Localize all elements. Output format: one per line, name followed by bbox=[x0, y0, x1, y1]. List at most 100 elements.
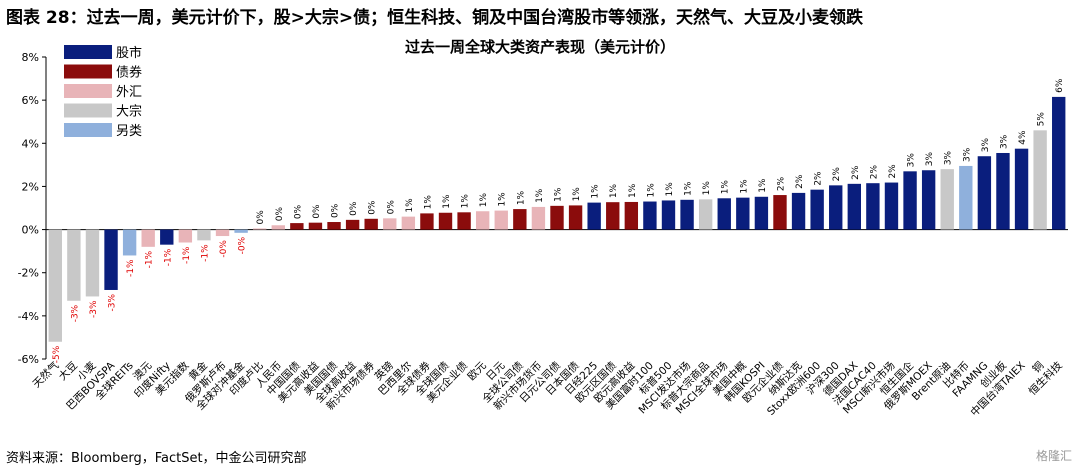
bars bbox=[48, 96, 1066, 342]
data-label: 3% bbox=[962, 147, 972, 162]
data-label: 1% bbox=[423, 195, 433, 210]
bar bbox=[977, 156, 992, 230]
data-label: 0% bbox=[349, 201, 359, 216]
data-label: 2% bbox=[795, 174, 805, 189]
bar bbox=[215, 229, 230, 237]
bar bbox=[866, 183, 880, 230]
y-tick-label: 4% bbox=[22, 137, 39, 150]
bar bbox=[234, 229, 248, 233]
data-label: 1% bbox=[405, 198, 415, 213]
data-label: 0% bbox=[368, 200, 378, 215]
data-label: -1% bbox=[126, 259, 136, 277]
data-label: 2% bbox=[851, 165, 861, 180]
data-label: 5% bbox=[1037, 112, 1047, 127]
bar bbox=[383, 218, 397, 230]
data-label: 1% bbox=[572, 187, 582, 202]
data-label: 1% bbox=[554, 187, 564, 202]
legend-label: 外汇 bbox=[116, 85, 142, 100]
bar bbox=[829, 185, 843, 230]
watermark: 格隆汇 bbox=[1035, 449, 1072, 463]
data-label: 0% bbox=[331, 203, 341, 218]
data-label: 2% bbox=[832, 167, 842, 182]
bar bbox=[736, 197, 750, 230]
bar bbox=[345, 219, 360, 230]
bar bbox=[903, 171, 917, 230]
bar bbox=[271, 225, 285, 230]
data-label: -0% bbox=[219, 240, 229, 258]
chart-title: 过去一周全球大类资产表现（美元计价） bbox=[405, 38, 675, 56]
bar bbox=[420, 213, 434, 230]
legend-swatch bbox=[64, 84, 112, 98]
legend-swatch bbox=[64, 45, 112, 59]
legend-swatch bbox=[64, 123, 112, 137]
bar bbox=[810, 189, 824, 230]
bar bbox=[1033, 130, 1047, 230]
bar bbox=[364, 218, 378, 230]
data-label: 1% bbox=[739, 179, 749, 194]
bar bbox=[884, 182, 899, 230]
legend-swatch bbox=[64, 103, 112, 118]
bar bbox=[847, 183, 861, 230]
source-note: 资料来源：Bloomberg，FactSet，中金公司研究部 bbox=[6, 451, 307, 466]
bar bbox=[680, 199, 694, 230]
legend-swatch bbox=[64, 64, 112, 79]
data-label: -1% bbox=[145, 250, 155, 268]
data-label: 3% bbox=[944, 150, 954, 165]
bar bbox=[122, 229, 137, 256]
data-label: -3% bbox=[108, 294, 118, 312]
data-label: 2% bbox=[776, 176, 786, 191]
bar bbox=[606, 202, 620, 230]
bar bbox=[67, 229, 81, 301]
data-label: 0% bbox=[312, 204, 322, 219]
bar bbox=[494, 210, 508, 230]
bar bbox=[160, 229, 174, 245]
x-tick-label: 欧元 bbox=[465, 359, 489, 383]
y-tick-label: 2% bbox=[22, 180, 39, 193]
data-label: 6% bbox=[1055, 78, 1065, 93]
data-label: 3% bbox=[981, 138, 991, 153]
bar bbox=[791, 192, 806, 230]
data-label: 0% bbox=[275, 207, 285, 222]
y-tick-label: 8% bbox=[22, 51, 39, 64]
data-label: 0% bbox=[386, 200, 396, 215]
data-label: 1% bbox=[461, 194, 471, 209]
bar bbox=[717, 198, 731, 230]
y-tick-label: -6% bbox=[18, 353, 39, 366]
bar bbox=[773, 195, 787, 230]
bar bbox=[921, 170, 936, 230]
data-label: 1% bbox=[591, 184, 601, 199]
bar bbox=[85, 229, 100, 297]
legend-label: 股市 bbox=[116, 45, 142, 61]
y-tick-label: 6% bbox=[22, 94, 39, 107]
data-label: 2% bbox=[814, 171, 824, 186]
data-label: 1% bbox=[498, 192, 508, 207]
data-label: 4% bbox=[1018, 130, 1028, 145]
bar bbox=[1052, 96, 1066, 230]
data-label: -3% bbox=[89, 300, 99, 318]
y-tick-label: 0% bbox=[22, 224, 39, 237]
bar bbox=[1014, 148, 1029, 230]
bar bbox=[959, 165, 973, 230]
data-label: 1% bbox=[609, 183, 619, 198]
data-label: 1% bbox=[646, 183, 656, 198]
bar bbox=[104, 229, 118, 290]
bar bbox=[253, 228, 267, 230]
data-label: 0% bbox=[293, 204, 303, 219]
data-label: 1% bbox=[479, 193, 489, 208]
bar bbox=[178, 229, 193, 243]
data-label: -5% bbox=[52, 345, 62, 363]
bar bbox=[513, 209, 527, 230]
bar bbox=[643, 201, 657, 230]
bar bbox=[568, 205, 583, 230]
legend-label: 债券 bbox=[116, 65, 142, 81]
data-label: 1% bbox=[721, 180, 731, 195]
data-label: 2% bbox=[888, 164, 898, 179]
data-label: 1% bbox=[702, 181, 712, 196]
bar bbox=[550, 205, 564, 230]
data-label: 3% bbox=[907, 153, 917, 168]
bar bbox=[438, 212, 453, 230]
data-labels: -5% -3% -3% -3% -1% -1% -1% -1% -1% -0% -0% 0% 0% 0% 0… bbox=[52, 78, 1065, 363]
data-label: 1% bbox=[628, 183, 638, 198]
